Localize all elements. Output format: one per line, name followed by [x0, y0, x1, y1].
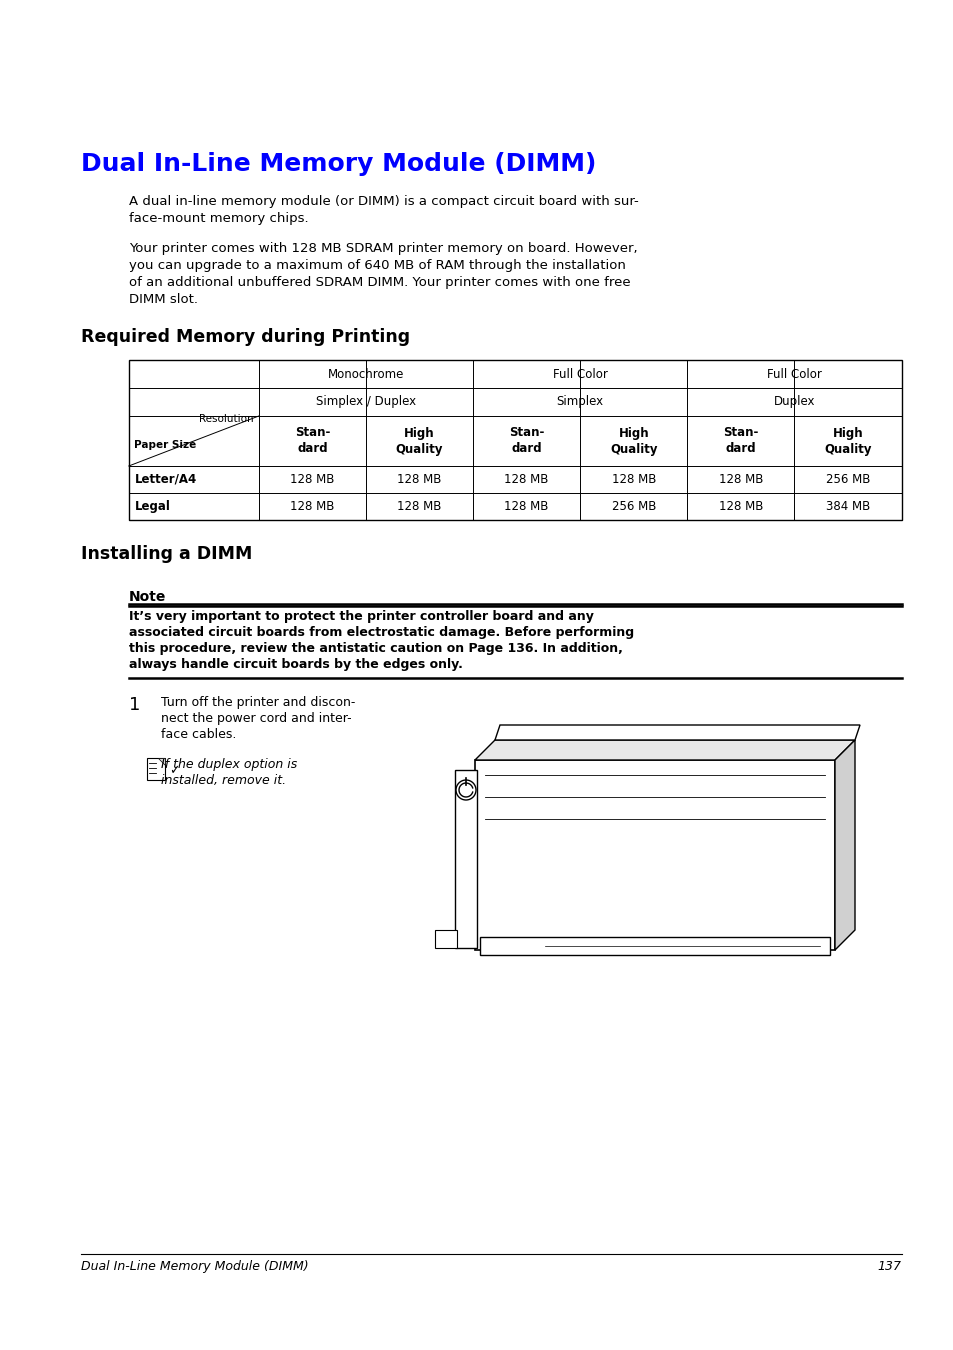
Text: High
Quality: High Quality [609, 427, 657, 455]
Text: DIMM slot.: DIMM slot. [129, 293, 197, 306]
Bar [147, 757, 165, 780]
Text: this procedure, review the antistatic caution on Page 136. In addition,: this procedure, review the antistatic ca… [129, 643, 622, 655]
Polygon shape [455, 769, 476, 948]
Text: face-mount memory chips.: face-mount memory chips. [129, 212, 308, 225]
Polygon shape [834, 740, 854, 950]
Text: 384 MB: 384 MB [825, 500, 869, 513]
Text: Full Color: Full Color [552, 367, 607, 381]
Text: 128 MB: 128 MB [290, 472, 335, 486]
Text: Letter/A4: Letter/A4 [134, 472, 197, 486]
Text: 128 MB: 128 MB [504, 500, 548, 513]
Text: 128 MB: 128 MB [611, 472, 656, 486]
Polygon shape [435, 930, 456, 948]
Polygon shape [475, 740, 854, 760]
Text: of an additional unbuffered SDRAM DIMM. Your printer comes with one free: of an additional unbuffered SDRAM DIMM. … [129, 275, 630, 289]
Text: Installing a DIMM: Installing a DIMM [81, 545, 253, 563]
Text: Required Memory during Printing: Required Memory during Printing [81, 328, 410, 346]
Text: 128 MB: 128 MB [396, 500, 441, 513]
Text: Legal: Legal [134, 500, 171, 513]
Text: 128 MB: 128 MB [718, 500, 762, 513]
Polygon shape [495, 725, 859, 740]
Text: Note: Note [129, 590, 166, 603]
Text: Dual In-Line Memory Module (DIMM): Dual In-Line Memory Module (DIMM) [81, 153, 596, 176]
Text: High
Quality: High Quality [395, 427, 443, 455]
Text: 128 MB: 128 MB [290, 500, 335, 513]
Text: Paper Size: Paper Size [133, 440, 195, 450]
Text: Stan-
dard: Stan- dard [508, 427, 544, 455]
Text: Dual In-Line Memory Module (DIMM): Dual In-Line Memory Module (DIMM) [81, 1260, 309, 1273]
Text: face cables.: face cables. [161, 728, 236, 741]
Bar [475, 760, 834, 950]
Text: 256 MB: 256 MB [825, 472, 869, 486]
Circle shape [456, 780, 476, 801]
Text: Duplex: Duplex [773, 396, 814, 409]
Text: It’s very important to protect the printer controller board and any: It’s very important to protect the print… [129, 610, 593, 622]
Text: 128 MB: 128 MB [504, 472, 548, 486]
Text: you can upgrade to a maximum of 640 MB of RAM through the installation: you can upgrade to a maximum of 640 MB o… [129, 259, 625, 271]
Text: associated circuit boards from electrostatic damage. Before performing: associated circuit boards from electrost… [129, 626, 633, 639]
Bar [479, 937, 829, 954]
Text: A dual in-line memory module (or DIMM) is a compact circuit board with sur-: A dual in-line memory module (or DIMM) i… [129, 194, 638, 208]
Text: Turn off the printer and discon-: Turn off the printer and discon- [161, 697, 355, 709]
Text: High
Quality: High Quality [823, 427, 871, 455]
Text: nect the power cord and inter-: nect the power cord and inter- [161, 711, 351, 725]
Text: 128 MB: 128 MB [396, 472, 441, 486]
Text: always handle circuit boards by the edges only.: always handle circuit boards by the edge… [129, 657, 462, 671]
Text: installed, remove it.: installed, remove it. [161, 774, 286, 787]
Text: Resolution: Resolution [199, 414, 253, 424]
Text: 256 MB: 256 MB [611, 500, 656, 513]
Text: Stan-
dard: Stan- dard [722, 427, 758, 455]
Text: 1: 1 [129, 697, 140, 714]
Text: Full Color: Full Color [766, 367, 821, 381]
Text: Stan-
dard: Stan- dard [294, 427, 330, 455]
Bar [129, 360, 901, 520]
Text: 128 MB: 128 MB [718, 472, 762, 486]
Text: Your printer comes with 128 MB SDRAM printer memory on board. However,: Your printer comes with 128 MB SDRAM pri… [129, 242, 637, 255]
Text: Monochrome: Monochrome [328, 367, 404, 381]
Text: ✓: ✓ [169, 764, 179, 778]
Text: Simplex: Simplex [556, 396, 603, 409]
Text: Simplex / Duplex: Simplex / Duplex [315, 396, 416, 409]
Text: If the duplex option is: If the duplex option is [161, 757, 296, 771]
Polygon shape [157, 757, 165, 765]
Text: 137: 137 [877, 1260, 901, 1273]
